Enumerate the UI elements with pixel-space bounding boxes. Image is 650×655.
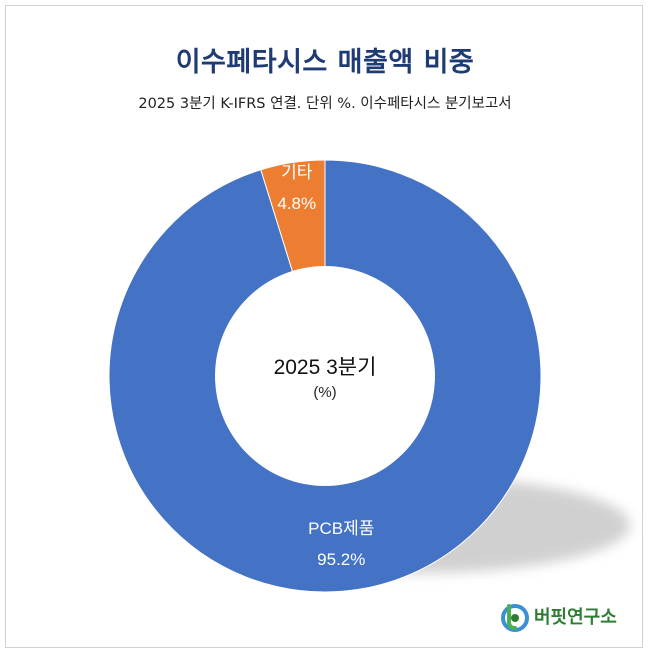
slice-value-other: 4.8% [277, 194, 316, 213]
chart-subtitle: 2025 3분기 K-IFRS 연결. 단위 %. 이수페타시스 분기보고서 [138, 96, 512, 112]
center-unit: (%) [313, 384, 336, 401]
slice-label-other: 기타 [281, 163, 313, 182]
donut-hole [215, 266, 435, 486]
logo-text: 버핏연구소 [534, 607, 617, 628]
slice-label-pcb: PCB제품 [308, 519, 374, 538]
chart-title: 이수페타시스 매출액 비중 [175, 47, 475, 78]
brand-logo: 버핏연구소 [500, 598, 617, 634]
center-label: 2025 3분기 [274, 356, 377, 379]
slice-value-pcb: 95.2% [317, 550, 365, 569]
logo-icon [501, 604, 529, 632]
